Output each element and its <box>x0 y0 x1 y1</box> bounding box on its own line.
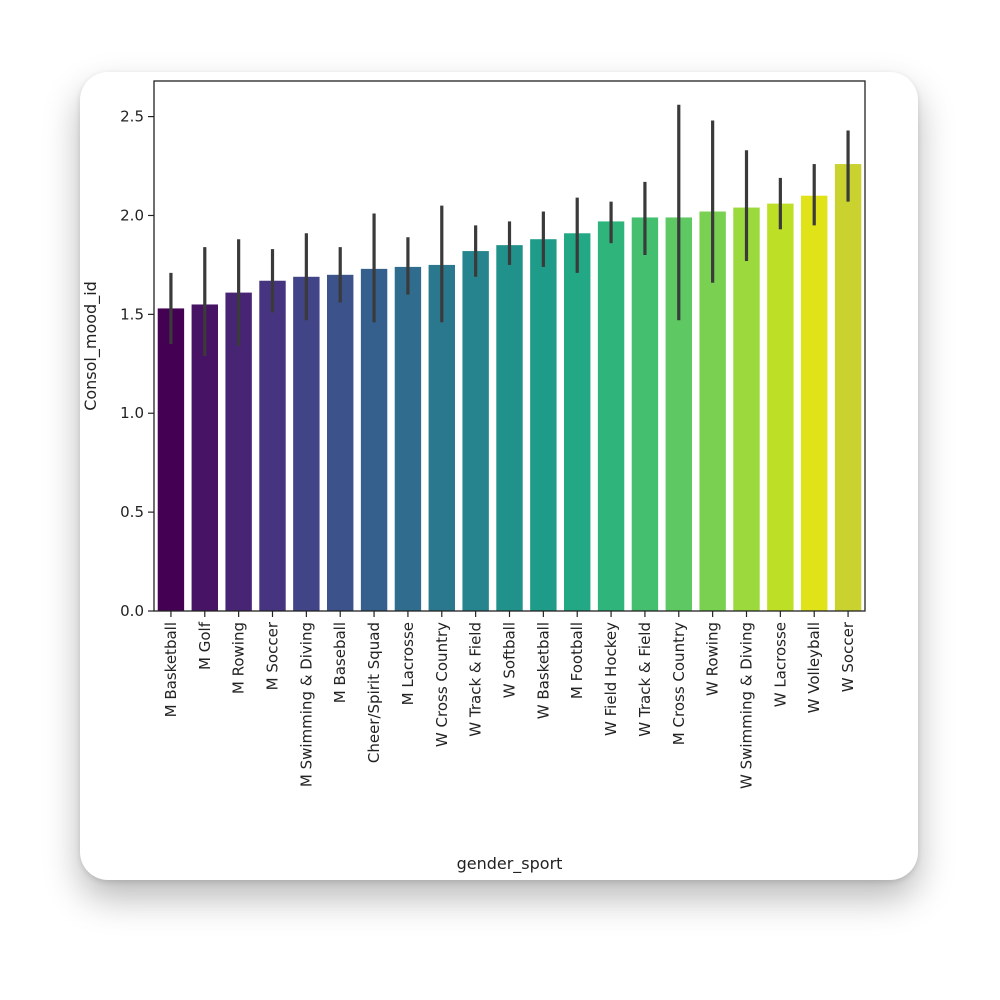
bar <box>834 164 862 611</box>
x-tick-label: M Rowing <box>230 622 248 694</box>
chart-card: 0.0 0.5 1.0 1.5 2.0 2.5 M Basketball M Golf M R… <box>80 72 918 880</box>
bar <box>360 268 388 611</box>
x-axis: M Basketball M Golf M Rowing M Soccer M Swim… <box>162 611 857 789</box>
x-tick-label: M Football <box>568 622 586 699</box>
x-tick-label: M Swimming & Diving <box>297 622 315 787</box>
bar <box>496 245 523 611</box>
x-axis-label: gender_sport <box>457 854 563 874</box>
y-tick-label: 1.0 <box>120 404 144 422</box>
bar <box>293 276 320 611</box>
bar <box>631 217 659 611</box>
y-axis: 0.0 0.5 1.0 1.5 2.0 2.5 <box>120 108 154 620</box>
bar <box>394 266 422 611</box>
x-tick-label: W Field Hockey <box>602 622 620 736</box>
x-tick-label: M Basketball <box>162 622 180 717</box>
bars-layer <box>157 164 862 612</box>
y-tick-label: 0.5 <box>120 503 144 521</box>
x-tick-label: W Basketball <box>534 622 552 719</box>
bar <box>801 195 828 612</box>
x-tick-label: Cheer/Spirit Squad <box>365 622 383 763</box>
x-tick-label: M Soccer <box>264 621 282 690</box>
y-tick-label: 0.0 <box>120 602 144 620</box>
bar <box>767 203 794 611</box>
bar <box>597 221 625 611</box>
bar-chart: 0.0 0.5 1.0 1.5 2.0 2.5 M Basketball M Golf M R… <box>81 80 866 874</box>
x-tick-label: W Track & Field <box>467 622 485 737</box>
x-tick-label: W Lacrosse <box>771 622 789 707</box>
bar <box>428 264 455 611</box>
x-tick-label: W Softball <box>501 622 519 698</box>
bar <box>530 239 557 611</box>
x-tick-label: W Swimming & Diving <box>738 622 756 789</box>
bar <box>462 251 489 611</box>
x-tick-label: W Track & Field <box>636 622 654 737</box>
y-tick-label: 1.5 <box>120 305 144 323</box>
bar <box>327 274 354 611</box>
bar <box>733 207 760 611</box>
y-tick-label: 2.5 <box>120 108 144 126</box>
bar <box>259 280 286 611</box>
x-tick-label: M Cross Country <box>670 622 688 745</box>
bar <box>157 308 185 611</box>
x-tick-label: M Lacrosse <box>399 622 417 705</box>
x-tick-label: M Golf <box>196 621 214 670</box>
bar <box>564 233 591 611</box>
x-tick-label: W Soccer <box>839 621 857 692</box>
x-tick-label: W Cross Country <box>433 622 451 747</box>
x-tick-label: W Rowing <box>704 622 722 696</box>
x-tick-label: M Baseball <box>331 622 349 703</box>
y-axis-label: Consol_mood_id <box>81 281 101 411</box>
error-bars-layer <box>169 104 850 356</box>
x-tick-label: W Volleyball <box>805 622 823 713</box>
y-tick-label: 2.0 <box>120 206 144 224</box>
